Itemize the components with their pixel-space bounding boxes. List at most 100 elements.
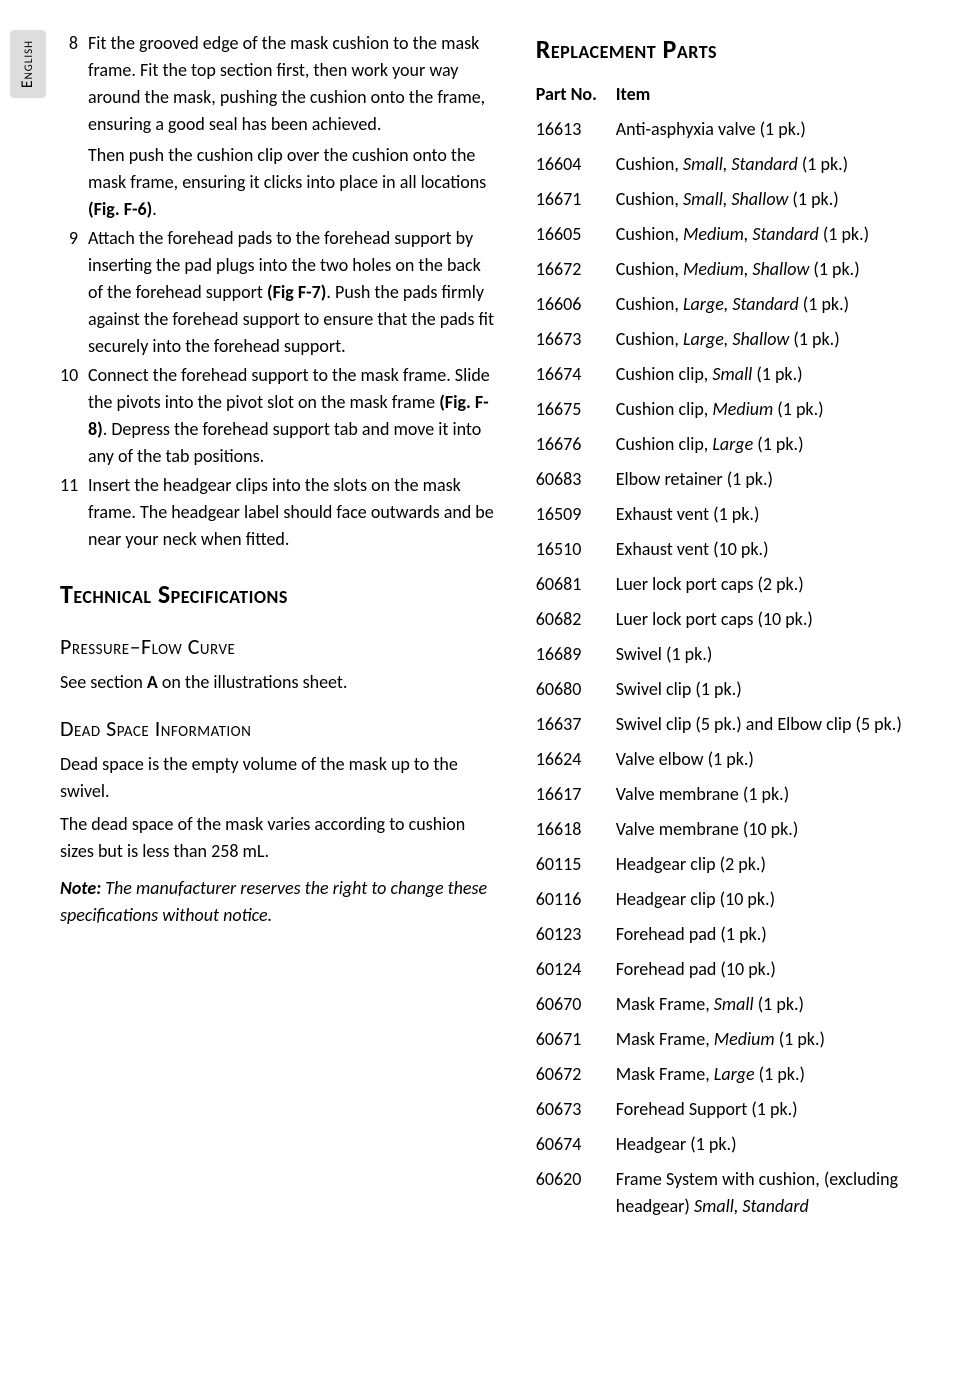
pressure-flow-heading: Pressure–Flow Curve: [60, 630, 496, 663]
dead-space-body: Dead space is the empty volume of the ma…: [60, 751, 496, 865]
part-number: 60620: [536, 1162, 616, 1224]
part-number: 16509: [536, 497, 616, 532]
part-number: 60670: [536, 987, 616, 1022]
part-item: Swivel (1 pk.): [616, 637, 930, 672]
part-number: 16604: [536, 147, 616, 182]
dead-space-heading: Dead Space Information: [60, 712, 496, 745]
part-number: 16675: [536, 392, 616, 427]
part-number: 16674: [536, 357, 616, 392]
part-number: 16672: [536, 252, 616, 287]
table-row: 60123Forehead pad (1 pk.): [536, 917, 930, 952]
body-text: See section A on the illustrations sheet…: [60, 669, 496, 696]
part-item: Cushion, Small, Shallow (1 pk.): [616, 182, 930, 217]
table-row: 16604Cushion, Small, Standard (1 pk.): [536, 147, 930, 182]
parts-tbody: 16613Anti-asphyxia valve (1 pk.)16604Cus…: [536, 112, 930, 1224]
step-paragraph: Insert the headgear clips into the slots…: [88, 472, 496, 553]
part-number: 60115: [536, 847, 616, 882]
part-item: Headgear clip (10 pk.): [616, 882, 930, 917]
step-number: 11: [60, 472, 82, 553]
two-column-layout: 8Fit the grooved edge of the mask cushio…: [60, 30, 930, 1224]
body-text: Dead space is the empty volume of the ma…: [60, 751, 496, 805]
part-item: Headgear (1 pk.): [616, 1127, 930, 1162]
part-item: Elbow retainer (1 pk.): [616, 462, 930, 497]
table-row: 60115Headgear clip (2 pk.): [536, 847, 930, 882]
step-body: Insert the headgear clips into the slots…: [88, 472, 496, 553]
table-row: 60672Mask Frame, Large (1 pk.): [536, 1057, 930, 1092]
part-item: Swivel clip (1 pk.): [616, 672, 930, 707]
part-item: Mask Frame, Large (1 pk.): [616, 1057, 930, 1092]
part-item: Cushion, Large, Standard (1 pk.): [616, 287, 930, 322]
language-tab: English: [10, 30, 46, 98]
part-item: Mask Frame, Medium (1 pk.): [616, 1022, 930, 1057]
right-column: Replacement Parts Part No. Item 16613Ant…: [536, 30, 930, 1224]
table-row: 16509Exhaust vent (1 pk.): [536, 497, 930, 532]
parts-header-item: Item: [616, 77, 930, 112]
step-paragraph: Attach the forehead pads to the forehead…: [88, 225, 496, 360]
part-item: Headgear clip (2 pk.): [616, 847, 930, 882]
table-row: 16689Swivel (1 pk.): [536, 637, 930, 672]
table-row: 16672Cushion, Medium, Shallow (1 pk.): [536, 252, 930, 287]
part-number: 16671: [536, 182, 616, 217]
part-item: Anti-asphyxia valve (1 pk.): [616, 112, 930, 147]
part-number: 16606: [536, 287, 616, 322]
part-number: 16689: [536, 637, 616, 672]
part-item: Cushion, Medium, Shallow (1 pk.): [616, 252, 930, 287]
part-number: 16617: [536, 777, 616, 812]
table-row: 60683Elbow retainer (1 pk.): [536, 462, 930, 497]
part-number: 16673: [536, 322, 616, 357]
part-number: 60671: [536, 1022, 616, 1057]
part-number: 60681: [536, 567, 616, 602]
part-number: 16624: [536, 742, 616, 777]
part-item: Luer lock port caps (10 pk.): [616, 602, 930, 637]
instruction-step: 11Insert the headgear clips into the slo…: [60, 472, 496, 553]
replacement-parts-table: Part No. Item 16613Anti-asphyxia valve (…: [536, 77, 930, 1224]
instruction-steps: 8Fit the grooved edge of the mask cushio…: [60, 30, 496, 553]
left-column: 8Fit the grooved edge of the mask cushio…: [60, 30, 496, 1224]
part-item: Cushion clip, Medium (1 pk.): [616, 392, 930, 427]
part-number: 60673: [536, 1092, 616, 1127]
table-row: 16510Exhaust vent (10 pk.): [536, 532, 930, 567]
part-number: 60672: [536, 1057, 616, 1092]
part-item: Forehead pad (1 pk.): [616, 917, 930, 952]
table-row: 60673Forehead Support (1 pk.): [536, 1092, 930, 1127]
part-number: 16605: [536, 217, 616, 252]
part-item: Cushion, Small, Standard (1 pk.): [616, 147, 930, 182]
table-row: 60682Luer lock port caps (10 pk.): [536, 602, 930, 637]
part-item: Cushion clip, Large (1 pk.): [616, 427, 930, 462]
part-number: 16637: [536, 707, 616, 742]
part-number: 60123: [536, 917, 616, 952]
table-row: 16671Cushion, Small, Shallow (1 pk.): [536, 182, 930, 217]
step-number: 8: [60, 30, 82, 223]
part-item: Frame System with cushion, (excluding he…: [616, 1162, 930, 1224]
pressure-flow-body: See section A on the illustrations sheet…: [60, 669, 496, 696]
note-label: Note:: [60, 877, 101, 899]
table-row: 16675Cushion clip, Medium (1 pk.): [536, 392, 930, 427]
table-row: 60116Headgear clip (10 pk.): [536, 882, 930, 917]
part-item: Exhaust vent (10 pk.): [616, 532, 930, 567]
body-text: The dead space of the mask varies accord…: [60, 811, 496, 865]
step-body: Connect the forehead support to the mask…: [88, 362, 496, 470]
part-item: Exhaust vent (1 pk.): [616, 497, 930, 532]
part-item: Cushion, Large, Shallow (1 pk.): [616, 322, 930, 357]
instruction-step: 10Connect the forehead support to the ma…: [60, 362, 496, 470]
part-item: Valve elbow (1 pk.): [616, 742, 930, 777]
part-number: 60680: [536, 672, 616, 707]
table-row: 16606Cushion, Large, Standard (1 pk.): [536, 287, 930, 322]
table-row: 60670Mask Frame, Small (1 pk.): [536, 987, 930, 1022]
table-row: 16676Cushion clip, Large (1 pk.): [536, 427, 930, 462]
part-item: Luer lock port caps (2 pk.): [616, 567, 930, 602]
part-number: 16613: [536, 112, 616, 147]
part-item: Swivel clip (5 pk.) and Elbow clip (5 pk…: [616, 707, 930, 742]
instruction-step: 8Fit the grooved edge of the mask cushio…: [60, 30, 496, 223]
technical-specs-heading: Technical Specifications: [60, 575, 496, 614]
part-item: Valve membrane (10 pk.): [616, 812, 930, 847]
step-body: Attach the forehead pads to the forehead…: [88, 225, 496, 360]
step-body: Fit the grooved edge of the mask cushion…: [88, 30, 496, 223]
part-number: 60124: [536, 952, 616, 987]
step-paragraph: Then push the cushion clip over the cush…: [88, 142, 496, 223]
part-item: Forehead pad (10 pk.): [616, 952, 930, 987]
note-text: The manufacturer reserves the right to c…: [60, 877, 487, 926]
table-row: 16637Swivel clip (5 pk.) and Elbow clip …: [536, 707, 930, 742]
table-row: 16618Valve membrane (10 pk.): [536, 812, 930, 847]
part-number: 60683: [536, 462, 616, 497]
